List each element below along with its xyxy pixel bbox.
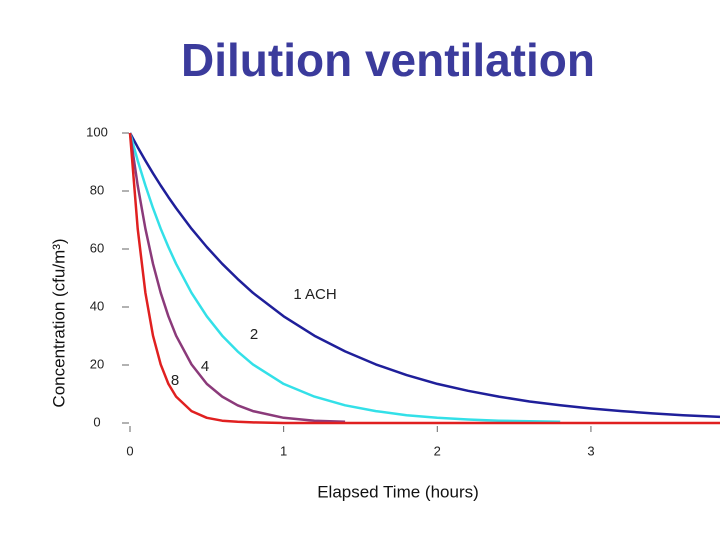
series-line [128, 132, 720, 419]
series-line [128, 132, 346, 424]
x-tick-label: 1 [280, 443, 287, 458]
series-line [128, 132, 561, 424]
series-line [128, 132, 720, 425]
y-tick-label: 40 [90, 298, 104, 313]
x-tick-label: 2 [434, 443, 441, 458]
y-tick-label: 80 [90, 182, 104, 197]
chart-title: Dilution ventilation [181, 34, 595, 86]
series-label: 2 [250, 326, 258, 343]
x-axis-label: Elapsed Time (hours) [317, 482, 479, 501]
y-tick-label: 20 [90, 356, 104, 371]
x-tick-label: 0 [126, 443, 133, 458]
y-tick-label: 100 [86, 124, 108, 139]
series-label: 1 ACH [293, 286, 336, 303]
x-tick-label: 3 [587, 443, 594, 458]
series-label: 4 [201, 358, 209, 375]
series-label: 8 [171, 372, 179, 389]
y-tick-label: 60 [90, 240, 104, 255]
y-axis-label: Concentration (cfu/m³) [49, 238, 68, 407]
y-tick-label: 0 [93, 414, 100, 429]
